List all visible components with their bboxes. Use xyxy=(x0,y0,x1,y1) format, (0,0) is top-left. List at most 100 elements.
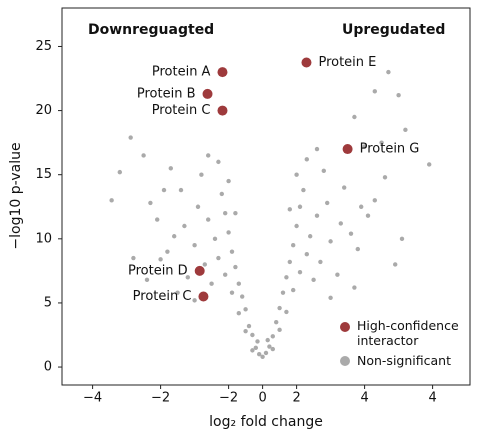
data-point xyxy=(359,204,364,209)
x-axis-label: log₂ fold change xyxy=(209,414,323,430)
data-point xyxy=(325,200,330,206)
data-point xyxy=(348,231,354,236)
data-point xyxy=(294,223,299,229)
data-point xyxy=(274,319,279,325)
y-tick-label: 10 xyxy=(35,231,52,246)
point-label: Protein E xyxy=(318,55,376,70)
data-point xyxy=(270,346,275,352)
highlight-point xyxy=(217,105,228,116)
data-point xyxy=(219,191,224,197)
data-point xyxy=(267,344,272,349)
data-point xyxy=(246,323,252,329)
annotation: Downreguagted xyxy=(88,22,214,38)
data-point xyxy=(255,339,260,344)
data-point xyxy=(399,236,405,242)
data-point xyxy=(161,187,167,193)
data-point xyxy=(284,309,289,315)
data-point xyxy=(128,135,133,140)
x-tick-label: −2 xyxy=(151,391,170,406)
data-point xyxy=(291,243,296,248)
data-point xyxy=(265,337,270,343)
data-point xyxy=(342,185,347,190)
highlight-point xyxy=(194,265,205,276)
data-point xyxy=(335,272,340,277)
data-point xyxy=(117,169,123,175)
data-point xyxy=(287,259,292,265)
data-point xyxy=(212,236,218,242)
x-tick-label: 4 xyxy=(360,391,368,406)
data-point xyxy=(257,352,262,357)
data-point xyxy=(192,298,197,303)
data-point xyxy=(236,310,241,316)
data-point xyxy=(233,210,238,216)
data-point xyxy=(131,255,136,261)
data-point xyxy=(382,175,388,180)
data-point xyxy=(338,221,343,226)
data-point xyxy=(250,332,255,338)
data-point xyxy=(304,157,309,162)
plot-frame xyxy=(61,7,471,386)
data-point xyxy=(352,114,357,120)
data-point xyxy=(172,234,177,239)
data-point xyxy=(253,345,258,351)
data-point xyxy=(352,285,357,290)
data-point xyxy=(240,294,245,299)
legend-marker xyxy=(340,322,350,332)
data-point xyxy=(297,204,303,209)
y-tick-label: 15 xyxy=(35,167,52,182)
highlight-point xyxy=(217,67,228,78)
point-label: Protein C xyxy=(152,103,211,118)
data-point xyxy=(206,153,211,158)
data-point xyxy=(109,198,114,203)
data-point xyxy=(280,290,286,295)
data-point xyxy=(178,187,184,193)
data-point xyxy=(355,246,360,252)
data-point xyxy=(165,249,170,254)
data-point xyxy=(216,159,221,165)
data-point xyxy=(277,327,282,333)
data-point xyxy=(185,275,190,280)
data-point xyxy=(297,269,303,275)
data-point xyxy=(236,281,241,286)
data-point xyxy=(328,239,333,244)
y-tick-label: 5 xyxy=(44,295,52,310)
data-point xyxy=(318,259,323,265)
highlight-point xyxy=(301,57,312,68)
data-point xyxy=(396,92,401,98)
x-tick-label: 2 xyxy=(292,391,300,406)
data-point xyxy=(192,243,197,248)
data-point xyxy=(233,264,238,270)
data-point xyxy=(148,200,153,206)
data-point xyxy=(243,328,248,334)
data-point xyxy=(195,204,201,209)
data-point xyxy=(304,252,309,257)
data-point xyxy=(226,230,231,235)
point-label: Protein A xyxy=(152,65,211,80)
point-label: Protein G xyxy=(360,142,420,157)
data-point xyxy=(379,140,384,145)
highlight-point xyxy=(342,144,353,155)
data-point xyxy=(314,213,320,218)
legend-label: High-confidence interactor xyxy=(357,318,459,348)
x-tick-label: 0 xyxy=(258,391,266,406)
data-point xyxy=(314,146,320,152)
point-label: Protein D xyxy=(128,263,188,278)
x-tick-label: −4 xyxy=(83,391,102,406)
data-point xyxy=(372,198,377,203)
point-label: Protein B xyxy=(137,86,196,101)
data-point xyxy=(158,257,163,262)
data-point xyxy=(321,168,326,174)
data-point xyxy=(277,305,282,311)
data-point xyxy=(243,307,248,312)
data-point xyxy=(155,217,160,222)
data-point xyxy=(226,178,231,184)
y-tick-label: 20 xyxy=(35,103,52,118)
point-label: Protein C xyxy=(133,289,192,304)
y-axis-label: −log10 p-value xyxy=(8,142,24,249)
data-point xyxy=(223,210,228,216)
data-point xyxy=(182,223,187,229)
data-point xyxy=(294,172,299,177)
data-point xyxy=(263,350,269,356)
